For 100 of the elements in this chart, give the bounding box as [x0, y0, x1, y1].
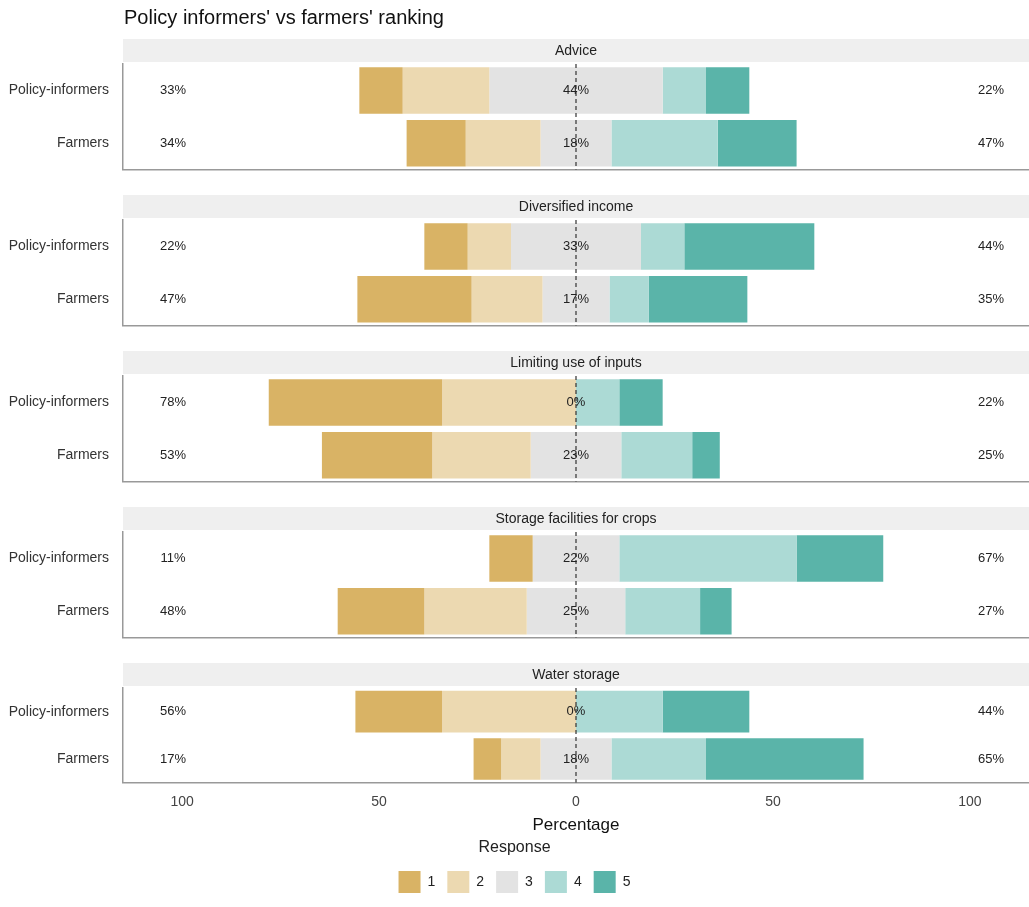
annotation: 17%	[562, 290, 590, 306]
legend-label: 3	[525, 872, 534, 889]
y-tick-label: Policy-informers	[8, 702, 109, 719]
x-tick-label: 0	[572, 792, 581, 809]
annotation: 18%	[562, 134, 590, 150]
bar	[530, 431, 622, 479]
annotation: 47%	[159, 290, 187, 306]
bar	[619, 379, 663, 426]
y-tick-label: Policy-informers	[8, 549, 109, 566]
annotation: 44%	[562, 81, 590, 97]
bar	[648, 275, 748, 323]
bar	[662, 67, 706, 114]
bar	[705, 67, 750, 114]
bar	[692, 431, 720, 479]
annotation: 0%	[566, 393, 586, 409]
bar	[268, 379, 443, 426]
bar	[337, 587, 425, 635]
x-tick-label: 100	[170, 792, 194, 809]
bar	[526, 587, 626, 635]
y-tick-label: Farmers	[56, 290, 109, 307]
y-tick-label: Policy-informers	[8, 81, 109, 98]
chart-subtitle: Diversified income	[518, 197, 634, 214]
bar	[465, 119, 541, 167]
annotation: 67%	[977, 549, 1005, 565]
bar	[611, 119, 718, 167]
chart-title: Policy informers' vs farmers' ranking	[124, 6, 444, 29]
bar	[705, 738, 864, 780]
chart-subtitle: Advice	[554, 41, 598, 58]
bar	[402, 67, 490, 114]
legend-label: 5	[622, 872, 631, 889]
legend-label: 1	[427, 872, 436, 889]
annotation: 44%	[977, 703, 1005, 719]
bar	[432, 431, 531, 479]
bar	[355, 690, 443, 733]
annotation: 34%	[159, 134, 187, 150]
annotation: 44%	[977, 237, 1005, 253]
bar	[357, 275, 472, 323]
y-tick-label: Policy-informers	[8, 237, 109, 254]
annotation: 48%	[159, 602, 187, 618]
bar	[609, 275, 649, 323]
bar	[424, 223, 468, 270]
bar	[473, 738, 502, 780]
bar	[717, 119, 797, 167]
bar	[489, 535, 533, 582]
bar	[621, 431, 693, 479]
annotation: 25%	[562, 602, 590, 618]
bar	[625, 587, 701, 635]
y-tick-label: Policy-informers	[8, 393, 109, 410]
annotation: 56%	[159, 703, 187, 719]
bar	[501, 738, 541, 780]
legend-title: Response	[478, 838, 551, 856]
bar	[796, 535, 884, 582]
y-tick-label: Farmers	[56, 602, 109, 619]
x-tick-label: 100	[958, 792, 982, 809]
annotation: 22%	[977, 81, 1005, 97]
annotation: 35%	[977, 290, 1005, 306]
annotation: 47%	[977, 134, 1005, 150]
legend-label: 4	[573, 872, 582, 889]
y-tick-label: Farmers	[56, 749, 109, 766]
x-tick-label: 50	[371, 792, 388, 809]
chart-subtitle: Limiting use of inputs	[510, 353, 642, 370]
bar	[540, 738, 612, 780]
y-tick-label: Farmers	[56, 446, 109, 463]
bar	[321, 431, 433, 479]
x-axis-title: Percentage	[532, 815, 620, 835]
annotation: 33%	[562, 237, 590, 253]
annotation: 11%	[160, 549, 186, 565]
annotation: 22%	[159, 237, 187, 253]
bar	[424, 587, 527, 635]
annotation: 25%	[977, 446, 1005, 462]
annotation: 17%	[159, 750, 187, 766]
annotation: 65%	[977, 750, 1005, 766]
bar	[467, 223, 511, 270]
bar	[406, 119, 466, 167]
bar	[700, 587, 732, 635]
annotation: 22%	[977, 393, 1005, 409]
bar	[359, 67, 403, 114]
y-tick-label: Farmers	[56, 134, 109, 151]
bar	[662, 690, 750, 733]
bar	[489, 67, 663, 114]
annotation: 23%	[562, 446, 590, 462]
annotation: 22%	[562, 549, 590, 565]
annotation: 53%	[159, 446, 187, 462]
chart-subtitle: Storage facilities for crops	[495, 509, 657, 526]
annotation: 0%	[566, 703, 586, 719]
annotation: 33%	[159, 81, 187, 97]
annotation: 18%	[562, 750, 590, 766]
bar	[641, 223, 685, 270]
legend-label: 2	[476, 872, 485, 889]
chart-subtitle: Water storage	[532, 665, 620, 682]
bar	[542, 275, 610, 323]
bar	[684, 223, 815, 270]
bar	[611, 738, 706, 780]
annotation: 27%	[977, 602, 1005, 618]
bar	[540, 119, 612, 167]
x-tick-label: 50	[765, 792, 781, 809]
annotation: 78%	[159, 393, 187, 409]
bar	[532, 535, 620, 582]
bar	[619, 535, 797, 582]
bar	[471, 275, 543, 323]
